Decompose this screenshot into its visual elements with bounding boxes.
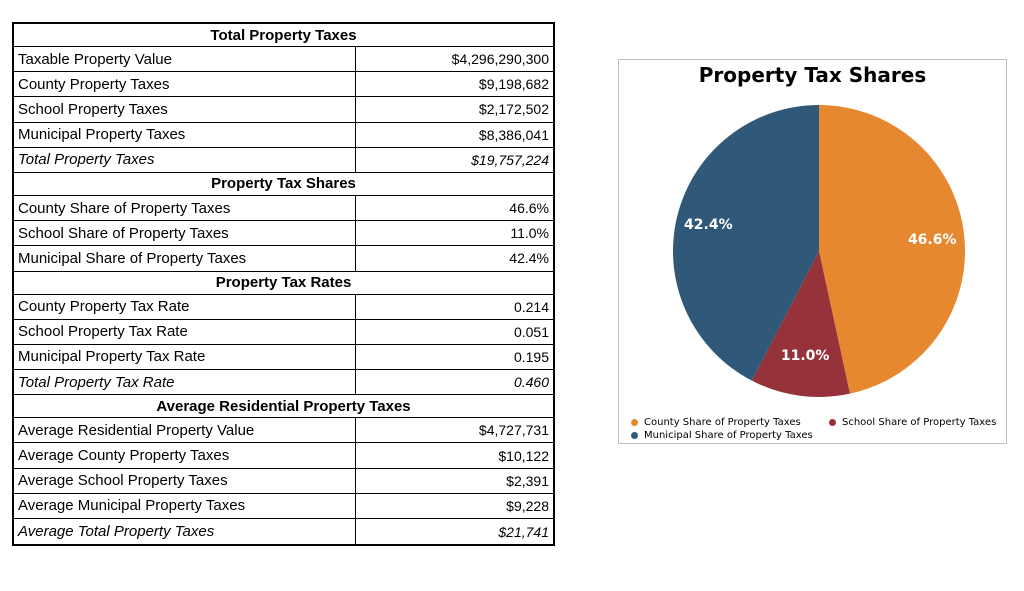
table-row: Average County Property Taxes $10,122 <box>14 443 553 469</box>
table-row: County Share of Property Taxes 46.6% <box>14 195 553 222</box>
row-value: 0.051 <box>513 323 549 340</box>
row-label: County Share of Property Taxes <box>14 195 356 221</box>
table-row: Municipal Property Taxes $8,386,041 <box>14 122 553 148</box>
row-label: County Property Taxes <box>14 72 356 97</box>
table-row: County Property Tax Rate 0.214 <box>14 294 553 320</box>
pie-slice <box>819 105 966 394</box>
table-row: School Share of Property Taxes 11.0% <box>14 221 553 247</box>
row-value: 0.195 <box>513 348 549 365</box>
table-row: County Property Taxes $9,198,682 <box>14 72 553 98</box>
row-value: 46.6% <box>509 200 549 217</box>
table-row: School Property Taxes $2,172,502 <box>14 97 553 123</box>
pie-slice <box>751 251 850 397</box>
row-value: $10,122 <box>498 447 549 464</box>
row-value: $4,296,290,300 <box>451 51 549 68</box>
section-header: Total Property Taxes <box>14 24 553 47</box>
table-row: Average School Property Taxes $2,391 <box>14 468 553 494</box>
row-value: $8,386,041 <box>478 126 549 143</box>
table-row: Municipal Property Tax Rate 0.195 <box>14 344 553 371</box>
row-label: Total Property Tax Rate <box>14 370 356 395</box>
row-value: 0.460 <box>513 374 549 391</box>
row-value: 42.4% <box>509 250 549 267</box>
row-label: Average Residential Property Value <box>14 418 356 443</box>
slice-label: 11.0% <box>781 348 830 364</box>
row-label: Average Total Property Taxes <box>14 519 356 545</box>
slice-label: 42.4% <box>684 217 733 233</box>
row-label: School Property Tax Rate <box>14 319 356 344</box>
row-value: $19,757,224 <box>471 151 549 168</box>
pie-chart-panel: Property Tax Shares 46.6% 11.0% 42.4% Coun… <box>618 59 1007 444</box>
row-value: $4,727,731 <box>478 422 549 439</box>
slice-label: 46.6% <box>908 232 957 248</box>
table-row: Municipal Share of Property Taxes 42.4% <box>14 246 553 272</box>
row-label: Average County Property Taxes <box>14 443 356 468</box>
section-header: Property Tax Shares <box>14 173 553 196</box>
row-label: Municipal Property Taxes <box>14 122 356 147</box>
table-row: School Property Tax Rate 0.051 <box>14 319 553 345</box>
row-value: $21,741 <box>498 523 549 540</box>
row-label: Average Municipal Property Taxes <box>14 493 356 518</box>
row-label: Taxable Property Value <box>14 47 356 72</box>
table-row: Average Municipal Property Taxes $9,228 <box>14 493 553 519</box>
section-header: Average Residential Property Taxes <box>14 395 553 419</box>
chart-title: Property Tax Shares <box>698 63 927 87</box>
row-value: $9,198,682 <box>478 76 549 93</box>
row-label: School Share of Property Taxes <box>14 221 356 246</box>
table-row: Total Property Tax Rate 0.460 <box>14 370 553 396</box>
row-label: School Property Taxes <box>14 97 356 122</box>
row-label: Total Property Taxes <box>14 147 356 172</box>
table-row: Average Total Property Taxes $21,741 <box>14 519 553 545</box>
row-value: $9,228 <box>506 497 549 514</box>
row-value: $2,391 <box>506 472 549 489</box>
pie-slice <box>673 105 819 381</box>
row-label: County Property Tax Rate <box>14 294 356 319</box>
row-value: 0.214 <box>513 298 549 315</box>
property-tax-table: Total Property Taxes Taxable Property Val… <box>12 22 555 547</box>
section-header: Property Tax Rates <box>14 272 553 295</box>
table-row: Average Residential Property Value $4,727… <box>14 418 553 444</box>
pie-chart: 46.6% 11.0% 42.4% <box>673 105 966 397</box>
row-label: Average School Property Taxes <box>14 468 356 493</box>
row-value: 11.0% <box>510 225 549 242</box>
row-label: Municipal Property Tax Rate <box>14 344 356 370</box>
row-value: $2,172,502 <box>478 101 549 118</box>
row-label: Municipal Share of Property Taxes <box>14 246 356 271</box>
table-row: Total Property Taxes $19,757,224 <box>14 147 553 173</box>
table-row: Taxable Property Value $4,296,290,300 <box>14 47 553 73</box>
